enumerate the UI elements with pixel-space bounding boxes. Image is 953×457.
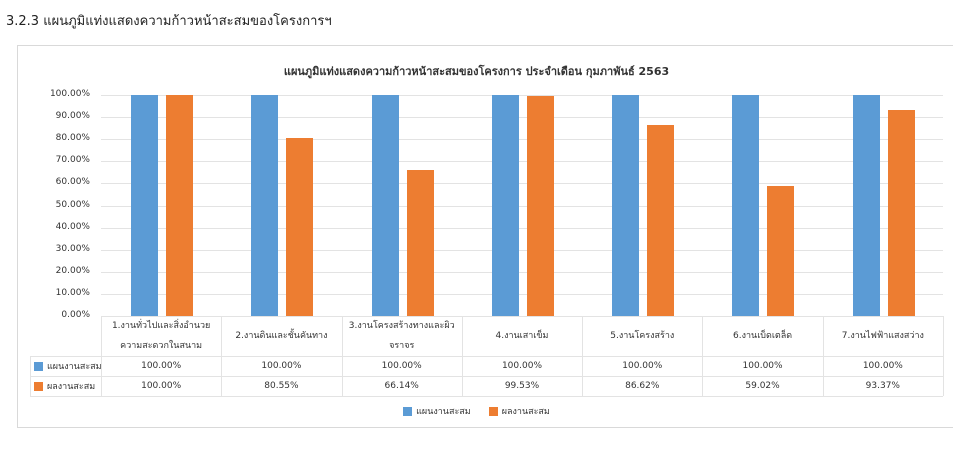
category-label: 6.งานเบ็ดเตล็ด: [733, 331, 793, 341]
bar-actual: [286, 137, 314, 316]
y-tick-label: 0.00%: [61, 310, 90, 320]
gridline: [101, 316, 943, 317]
data-value: 100.00%: [501, 361, 542, 371]
table-line: [30, 376, 943, 377]
category-label: 3.งานโครงสร้างทางและผิวจราจร: [348, 321, 455, 351]
bar-plan: [612, 95, 640, 316]
gridline: [101, 95, 943, 96]
data-value: 100.00%: [742, 361, 783, 371]
series-name: แผนงานสะสม: [47, 362, 102, 372]
series-name: ผลงานสะสม: [47, 382, 96, 392]
chart-title: แผนภูมิแท่งแสดงความก้าวหน้าสะสมของโครงกา…: [283, 65, 670, 78]
gridline: [101, 161, 943, 163]
data-value: 100.00%: [141, 381, 182, 391]
data-value: 100.00%: [622, 361, 663, 371]
legend-label: ผลงานสะสม: [501, 407, 550, 417]
data-value: 93.37%: [865, 381, 900, 391]
y-tick-label: 30.00%: [55, 243, 90, 254]
bar-actual: [526, 96, 554, 316]
data-value: 100.00%: [261, 361, 302, 371]
data-value: 59.02%: [745, 381, 780, 391]
bar-plan: [852, 95, 880, 316]
bar-actual: [647, 124, 675, 316]
legend-swatch: [34, 381, 43, 391]
gridline: [101, 205, 943, 207]
bar-actual: [767, 185, 795, 316]
y-tick-label: 80.00%: [55, 133, 90, 144]
category-label: 7.งานไฟฟ้าแสงสว่าง: [841, 331, 924, 341]
gridline: [101, 293, 943, 295]
section-heading: 3.2.3 แผนภูมิแท่งแสดงความก้าวหน้าสะสมของ…: [6, 14, 332, 29]
bar-actual: [406, 169, 434, 316]
table-line: [943, 316, 944, 396]
legend-swatch: [488, 406, 498, 416]
series-row-label: ผลงานสะสม: [34, 376, 95, 396]
y-tick-label: 20.00%: [55, 265, 90, 276]
y-tick-label: 70.00%: [55, 155, 90, 166]
bar-plan: [371, 95, 399, 316]
y-tick-label: 10.00%: [55, 287, 90, 298]
legend: แผนงานสะสม ผลงานสะสม: [0, 404, 953, 418]
gridline: [101, 117, 943, 119]
chart-container: [17, 45, 953, 428]
category-label: 2.งานดินและชั้นคันทาง: [235, 331, 328, 341]
category-label: 1.งานทั่วไปและสิ่งอำนวยความสะดวกในสนาม: [111, 321, 211, 351]
data-value: 100.00%: [862, 361, 903, 371]
category-label: 4.งานเสาเข็ม: [495, 331, 549, 341]
y-tick-label: 40.00%: [55, 221, 90, 232]
data-value: 66.14%: [384, 381, 419, 391]
bar-plan: [131, 95, 158, 316]
gridline: [101, 249, 943, 251]
gridline: [101, 271, 943, 273]
data-value: 80.55%: [264, 381, 299, 391]
y-tick-label: 90.00%: [55, 111, 90, 122]
bar-actual: [887, 109, 915, 316]
series-row-label: แผนงานสะสม: [34, 356, 102, 376]
data-value: 100.00%: [381, 361, 422, 371]
table-line: [30, 396, 943, 397]
legend-item: แผนงานสะสม: [403, 404, 471, 418]
legend-swatch: [403, 406, 413, 416]
bar-plan: [251, 95, 279, 316]
y-tick-label: 60.00%: [55, 177, 90, 188]
data-value: 86.62%: [625, 381, 660, 391]
bar-plan: [491, 95, 519, 316]
legend-item: ผลงานสะสม: [488, 404, 550, 418]
gridline: [101, 139, 943, 141]
legend-label: แผนงานสะสม: [416, 407, 471, 417]
bar-actual: [166, 95, 193, 316]
gridline: [101, 183, 943, 185]
data-value: 100.00%: [141, 361, 182, 371]
bar-plan: [732, 95, 760, 316]
gridline: [101, 227, 943, 229]
data-value: 99.53%: [504, 381, 540, 391]
y-tick-label: 100.00%: [49, 89, 90, 99]
legend-swatch: [34, 361, 43, 371]
category-label: 5.งานโครงสร้าง: [610, 331, 675, 341]
y-tick-label: 50.00%: [55, 199, 90, 210]
table-line: [30, 356, 943, 357]
